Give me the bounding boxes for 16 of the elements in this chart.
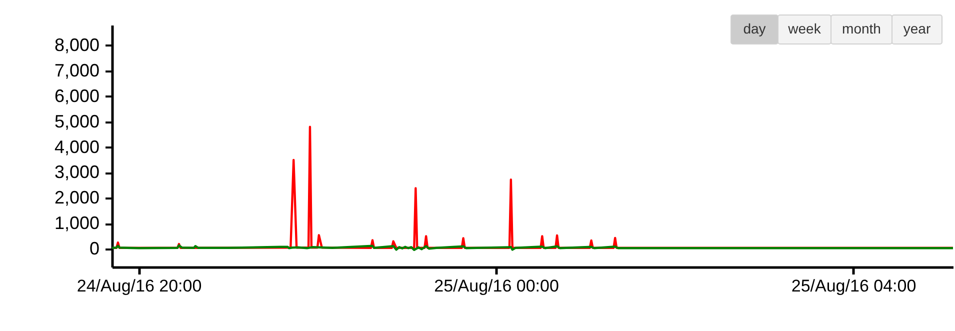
annotation: week [787,20,822,36]
x-tick-label: 25/Aug/16 00:00 [434,276,559,296]
y-tick-label: 0 [89,238,100,259]
annotation: month [842,20,881,36]
y-tick-label: 4,000 [54,136,100,157]
y-tick-label: 3,000 [54,162,100,182]
y-tick-label: 5,000 [54,111,100,132]
x-tick-label: 24/Aug/16 20:00 [76,276,202,296]
y-tick-label: 1,000 [54,213,100,234]
annotation: day [743,20,766,36]
y-tick-label: 7,000 [54,60,100,80]
annotation: year [903,20,931,36]
y-tick-label: 8,000 [54,34,100,55]
y-tick-label: 2,000 [54,188,100,208]
y-tick-label: 6,000 [54,86,100,106]
x-tick-label: 25/Aug/16 04:00 [791,276,916,296]
